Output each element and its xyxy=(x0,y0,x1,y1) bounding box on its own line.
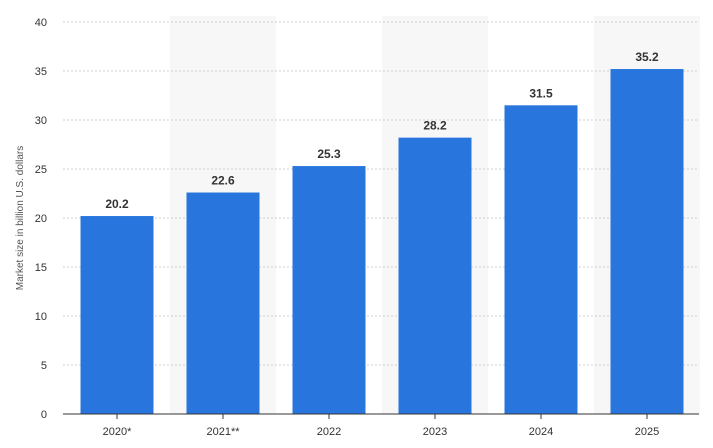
gridlines xyxy=(63,21,699,366)
bar xyxy=(610,69,684,414)
value-labels: 20.2 22.6 25.3 28.2 31.5 35.2 xyxy=(105,50,659,211)
y-tick-label: 0 xyxy=(41,409,47,421)
x-tick-label: 2021** xyxy=(206,426,240,438)
x-tick-label: 2025 xyxy=(635,426,659,438)
bar-value-label: 35.2 xyxy=(635,50,659,64)
y-tick-label: 35 xyxy=(35,66,47,78)
bar-value-label: 20.2 xyxy=(105,197,129,211)
y-axis-ticks: 0 5 10 15 20 25 30 35 40 xyxy=(35,17,47,421)
bar-value-label: 31.5 xyxy=(529,86,553,100)
y-tick-label: 20 xyxy=(35,213,47,225)
y-tick-label: 30 xyxy=(35,115,47,127)
bars xyxy=(80,69,684,415)
x-tick-label: 2020* xyxy=(103,426,132,438)
x-tick-label: 2023 xyxy=(423,426,447,438)
y-tick-label: 40 xyxy=(35,17,47,29)
bar xyxy=(504,105,578,415)
x-tick-label: 2022 xyxy=(317,426,341,438)
y-axis-title: Market size in billion U.S. dollars xyxy=(15,146,26,291)
bar xyxy=(398,137,472,414)
x-axis-ticks: 2020* 2021** 2022 2023 2024 2025 xyxy=(103,414,659,438)
bar xyxy=(292,166,366,414)
bar-value-label: 25.3 xyxy=(317,147,341,161)
bar-value-label: 22.6 xyxy=(211,174,235,188)
y-tick-label: 15 xyxy=(35,262,47,274)
bar xyxy=(80,216,154,414)
y-tick-label: 5 xyxy=(41,360,47,372)
x-tick-label: 2024 xyxy=(529,426,553,438)
bar xyxy=(186,192,260,414)
bar-value-label: 28.2 xyxy=(423,119,447,133)
y-tick-label: 25 xyxy=(35,164,47,176)
y-tick-label: 10 xyxy=(35,311,47,323)
